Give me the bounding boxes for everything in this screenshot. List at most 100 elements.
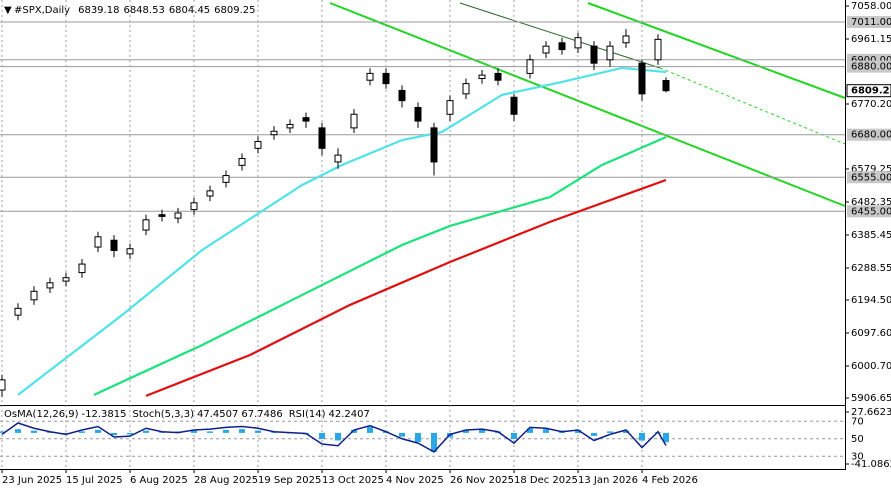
candle-body [366, 72, 374, 81]
trend-line [587, 2, 846, 99]
candle-body [462, 83, 470, 95]
level-label-bg [847, 128, 891, 141]
osma-bar [663, 432, 669, 443]
header-low: 6804.45 [169, 5, 210, 16]
indicator-value: -12.3815 [82, 409, 127, 420]
candle-body [638, 62, 646, 95]
level-label: 7011.00 [851, 17, 891, 28]
candle-body [558, 42, 566, 51]
y-tick-label: 6579.25 [851, 164, 891, 175]
y-tick-label: 6482.35 [851, 197, 891, 208]
y-tick-label: 6385.45 [851, 230, 891, 241]
current-price-bg [846, 84, 891, 98]
indicator-value: 67.7486 [241, 409, 282, 420]
y-tick-label: 5906.65 [851, 393, 891, 404]
level-label: 6455.00 [851, 206, 891, 217]
osma-bar [527, 428, 533, 433]
candle-body [350, 113, 358, 129]
x-tick-label: 15 Jul 2025 [66, 475, 123, 486]
osma-bar [415, 432, 421, 442]
candle-body [510, 96, 518, 115]
y-tick-label: 6288.55 [851, 263, 891, 274]
level-label: 6680.00 [851, 130, 891, 141]
rsi-level-label: 30 [851, 451, 864, 462]
candle-body [206, 190, 214, 197]
osma-bar [575, 429, 581, 433]
osma-bar [639, 432, 645, 441]
candle-body [574, 37, 582, 49]
header-high: 6848.53 [123, 5, 164, 16]
osma-bar [207, 431, 213, 433]
indicator-name: Stoch(5,3,3) [133, 409, 195, 420]
rsi-level-label: 70 [851, 416, 864, 427]
osma-bar [79, 431, 85, 433]
rsi-line [1, 422, 667, 453]
candle-body [286, 123, 294, 129]
candle-body [542, 45, 550, 54]
level-label-bg [847, 205, 891, 218]
candle-body [430, 127, 438, 163]
candle-body [142, 219, 150, 231]
candle-body [662, 80, 670, 92]
x-tick-label: 28 Aug 2025 [194, 475, 258, 486]
y-tick-label: 6961.15 [851, 34, 891, 45]
current-price-label: 6809.25 [851, 86, 891, 97]
y-tick-label: 7058.00 [851, 1, 891, 12]
moving-average [145, 178, 667, 397]
osma-bar [623, 430, 629, 433]
x-tick-label: 6 Aug 2025 [130, 475, 188, 486]
rsi-level-label: 50 [851, 434, 864, 445]
indicator-name: OsMA(12,26,9) [4, 409, 79, 420]
osma-bar [223, 429, 229, 433]
candle-body [174, 212, 182, 219]
level-label: 6900.00 [851, 55, 891, 66]
osma-bar [95, 429, 101, 433]
candle-body [14, 307, 22, 316]
osma-bar [159, 432, 165, 433]
candle-body [126, 248, 134, 255]
level-label: 6555.00 [851, 172, 891, 183]
candle-body [446, 100, 454, 115]
indicator-value: 47.4507 [197, 409, 238, 420]
candle-body [190, 202, 198, 211]
candle-body [222, 175, 230, 183]
osma-bar [335, 432, 341, 441]
osma-bar [351, 429, 357, 433]
osma-tick-label: -41.0862 [851, 459, 891, 470]
header-close: 6809.25 [214, 5, 255, 16]
candle-body [494, 72, 502, 81]
osma-bar [367, 426, 373, 433]
candle-body [158, 214, 166, 217]
level-label-bg [847, 171, 891, 184]
candle-body [654, 38, 662, 61]
candle-body [526, 59, 534, 74]
osma-bar [271, 432, 277, 433]
header-open: 6839.18 [78, 5, 119, 16]
osma-bar [143, 430, 149, 433]
x-tick-label: 4 Nov 2025 [386, 475, 444, 486]
y-tick-label: 6000.70 [851, 361, 891, 372]
candle-body [334, 154, 342, 163]
osma-bar [47, 432, 53, 433]
osma-bar [511, 432, 517, 439]
candle-body [382, 72, 390, 85]
osma-bar [463, 430, 469, 433]
candle-body [46, 282, 54, 289]
x-tick-label: 19 Sep 2025 [258, 475, 321, 486]
level-label: 6880.00 [851, 62, 891, 73]
candle-body [398, 89, 406, 102]
candle-body [94, 236, 102, 248]
y-tick-label: 6194.50 [851, 295, 891, 306]
osma-bar [319, 432, 325, 439]
menu-arrow: ▼ [4, 5, 12, 16]
candle-body [478, 74, 486, 80]
trend-line [329, 2, 846, 207]
candle-body [414, 106, 422, 122]
osma-bar [31, 430, 37, 433]
trend-lines [329, 2, 846, 207]
moving-average [17, 66, 667, 396]
candle-body [302, 117, 310, 122]
candle-body [606, 45, 614, 61]
indicator-value: 42.2407 [328, 409, 369, 420]
